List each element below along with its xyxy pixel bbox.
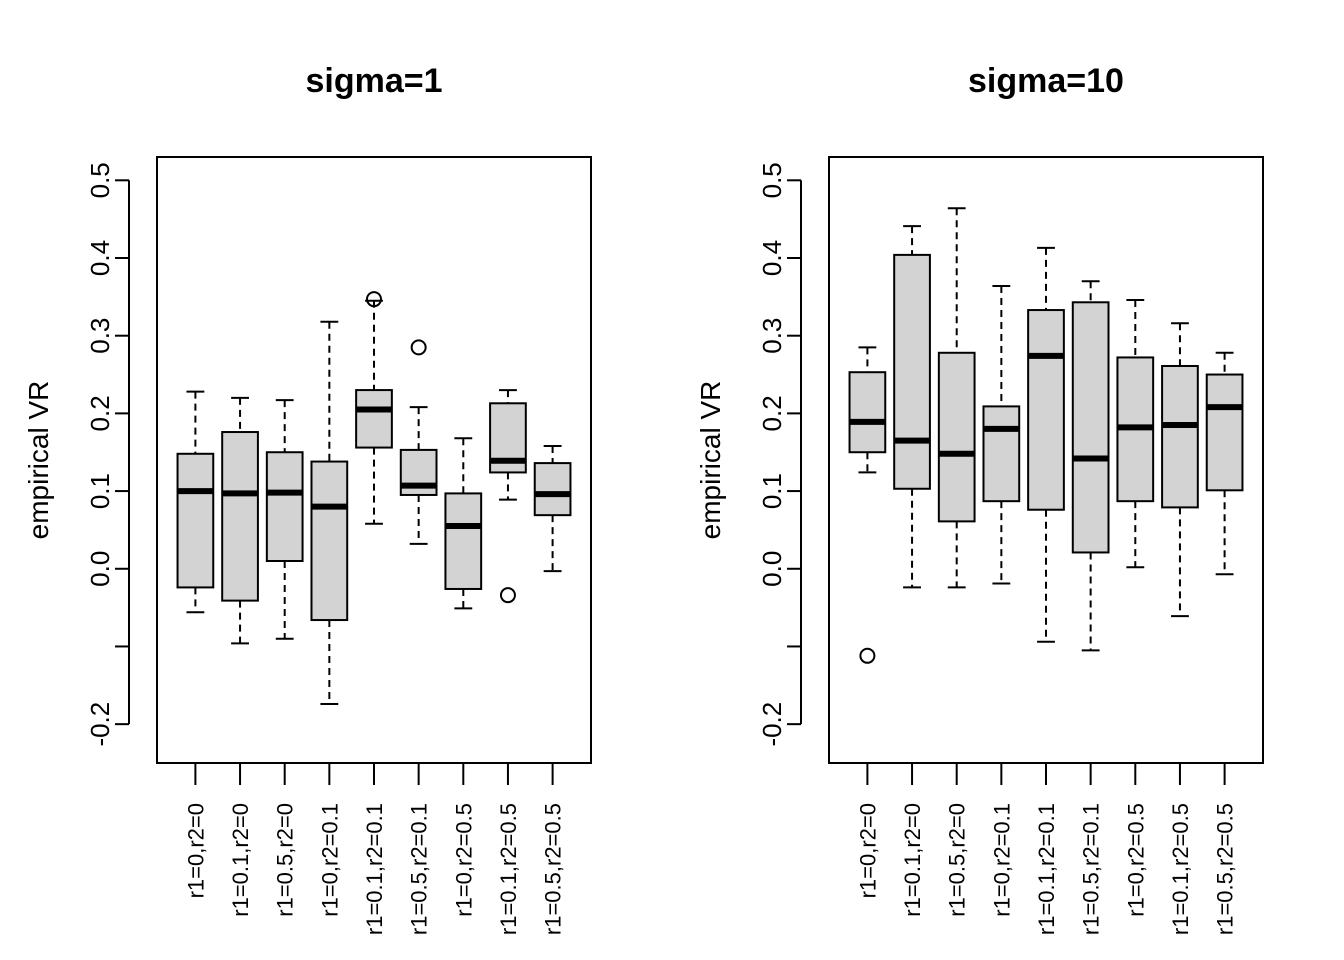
x-tick-label: r1=0.5,r2=0 [945,803,970,917]
iqr-box [310,460,349,622]
x-tick-label: r1=0.1,r2=0.1 [1034,803,1059,935]
iqr-box [1161,364,1199,509]
iqr-box [1071,301,1110,554]
y-tick-label: 0.3 [757,318,787,354]
outlier-point [859,647,876,664]
x-tick-label: r1=0,r2=0.5 [451,803,476,917]
box-r1=0,r2=0.1 [982,284,1021,585]
box-r1=0,r2=0.1 [310,320,349,705]
iqr-box [221,431,259,602]
box-r1=0.5,r2=0.1 [399,339,438,545]
x-tick-label: r1=0.1,r2=0.1 [362,803,387,935]
box-r1=0.1,r2=0 [893,225,931,589]
y-tick-label: -0.2 [85,702,115,747]
x-tick-label: r1=0,r2=0 [183,803,208,898]
x-tick-label: r1=0,r2=0 [855,803,880,898]
y-axis: -0.2 0.0 0.1 0.2 0.3 0.4 0.5 [757,162,802,747]
x-tick-label: r1=0,r2=0.5 [1123,803,1148,917]
y-tick-label: 0.5 [757,162,787,198]
y-tick-label: 0.4 [85,240,115,276]
x-tick-label: r1=0,r2=0.1 [317,803,342,917]
panel-sigma-10: sigma=10 empirical VR -0.2 0.0 0.1 0.2 0.3 0.… [695,62,1264,935]
box-r1=0.1,r2=0.1 [355,291,393,525]
box-r1=0,r2=0.5 [1116,298,1155,569]
y-tick-label: 0.1 [757,473,787,509]
box-r1=0.1,r2=0.1 [1027,246,1065,643]
iqr-box [848,371,887,454]
x-tick-label: r1=0.1,r2=0.5 [1168,803,1193,935]
x-tick-label: r1=0.5,r2=0 [273,803,298,917]
y-tick-label: -0.2 [757,702,787,747]
iqr-box [533,462,572,517]
outlier-point [410,339,427,356]
boxes [176,291,572,705]
chart-title: sigma=10 [968,62,1124,100]
box-r1=0.5,r2=0 [937,207,976,589]
iqr-box [937,351,976,523]
x-tick-label: r1=0.1,r2=0 [228,803,253,917]
iqr-box [176,452,215,589]
x-tick-label: r1=0.5,r2=0.1 [407,803,432,935]
y-tick-label: 0.3 [85,318,115,354]
iqr-box [444,492,483,590]
x-tick-label: r1=0.1,r2=0.5 [496,803,521,935]
box-r1=0.5,r2=0.5 [1205,351,1244,576]
outlier-point [499,587,516,604]
box-r1=0.5,r2=0.1 [1071,280,1110,652]
box-r1=0.1,r2=0 [221,396,259,645]
iqr-box [982,405,1021,503]
x-tick-label: r1=0.5,r2=0.5 [1213,803,1238,935]
iqr-box [265,451,304,563]
box-r1=0,r2=0 [848,346,887,664]
box-r1=0.1,r2=0.5 [489,389,527,604]
iqr-box [1027,309,1065,511]
y-tick-label: 0.0 [85,551,115,587]
y-tick-label: 0.4 [757,240,787,276]
y-axis: -0.2 0.0 0.1 0.2 0.3 0.4 0.5 [85,162,130,747]
box-r1=0.5,r2=0 [265,399,304,640]
y-axis-label: empirical VR [23,381,54,540]
x-axis: r1=0,r2=0 r1=0.1,r2=0 r1=0.5,r2=0 r1=0,r2=0… [855,762,1238,935]
iqr-box [1205,373,1244,492]
y-tick-label: 0.5 [85,162,115,198]
box-r1=0.5,r2=0.5 [533,445,572,573]
iqr-box [355,389,393,449]
y-tick-label: 0.2 [757,395,787,431]
box-r1=0,r2=0 [176,390,215,614]
iqr-box [893,253,931,490]
y-tick-label: 0.2 [85,395,115,431]
box-r1=0.1,r2=0.5 [1161,322,1199,618]
y-axis-label: empirical VR [695,381,726,540]
y-tick-label: 0.1 [85,473,115,509]
x-tick-label: r1=0.5,r2=0.5 [541,803,566,935]
x-tick-label: r1=0.1,r2=0 [900,803,925,917]
outlier-point [366,291,382,308]
y-tick-label: 0.0 [757,551,787,587]
x-axis: r1=0,r2=0 r1=0.1,r2=0 r1=0.5,r2=0 r1=0,r2=0… [183,762,566,935]
chart-title: sigma=1 [305,62,442,100]
x-tick-label: r1=0,r2=0.1 [989,803,1014,917]
x-tick-label: r1=0.5,r2=0.1 [1079,803,1104,935]
box-r1=0,r2=0.5 [444,437,483,610]
panel-sigma-1: sigma=1 empirical VR -0.2 0.0 0.1 0.2 0.3 0.4… [23,62,592,935]
boxes [848,207,1244,664]
